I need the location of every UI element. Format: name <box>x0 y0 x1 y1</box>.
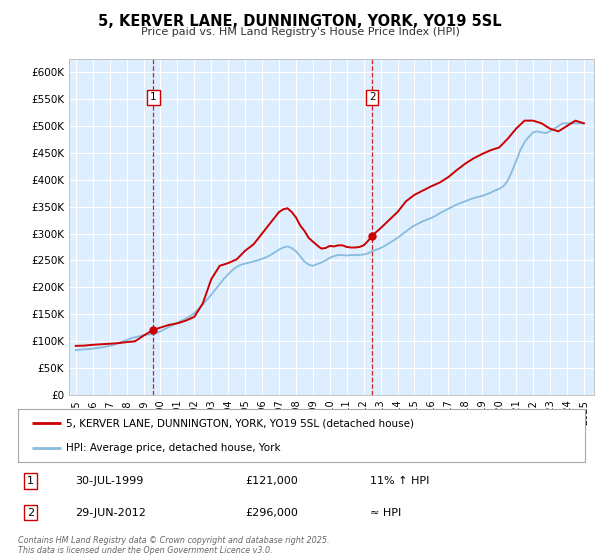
Text: £121,000: £121,000 <box>245 476 298 486</box>
Text: 2: 2 <box>369 92 376 102</box>
Text: 30-JUL-1999: 30-JUL-1999 <box>75 476 143 486</box>
Text: 5, KERVER LANE, DUNNINGTON, YORK, YO19 5SL: 5, KERVER LANE, DUNNINGTON, YORK, YO19 5… <box>98 14 502 29</box>
Text: Contains HM Land Registry data © Crown copyright and database right 2025.
This d: Contains HM Land Registry data © Crown c… <box>18 536 329 556</box>
Text: ≈ HPI: ≈ HPI <box>370 507 401 517</box>
Text: £296,000: £296,000 <box>245 507 298 517</box>
Text: HPI: Average price, detached house, York: HPI: Average price, detached house, York <box>66 442 281 452</box>
Text: 1: 1 <box>150 92 157 102</box>
Text: 29-JUN-2012: 29-JUN-2012 <box>75 507 146 517</box>
Text: 11% ↑ HPI: 11% ↑ HPI <box>370 476 429 486</box>
Text: Price paid vs. HM Land Registry's House Price Index (HPI): Price paid vs. HM Land Registry's House … <box>140 27 460 37</box>
Text: 2: 2 <box>27 507 34 517</box>
Text: 1: 1 <box>27 476 34 486</box>
Text: 5, KERVER LANE, DUNNINGTON, YORK, YO19 5SL (detached house): 5, KERVER LANE, DUNNINGTON, YORK, YO19 5… <box>66 418 414 428</box>
